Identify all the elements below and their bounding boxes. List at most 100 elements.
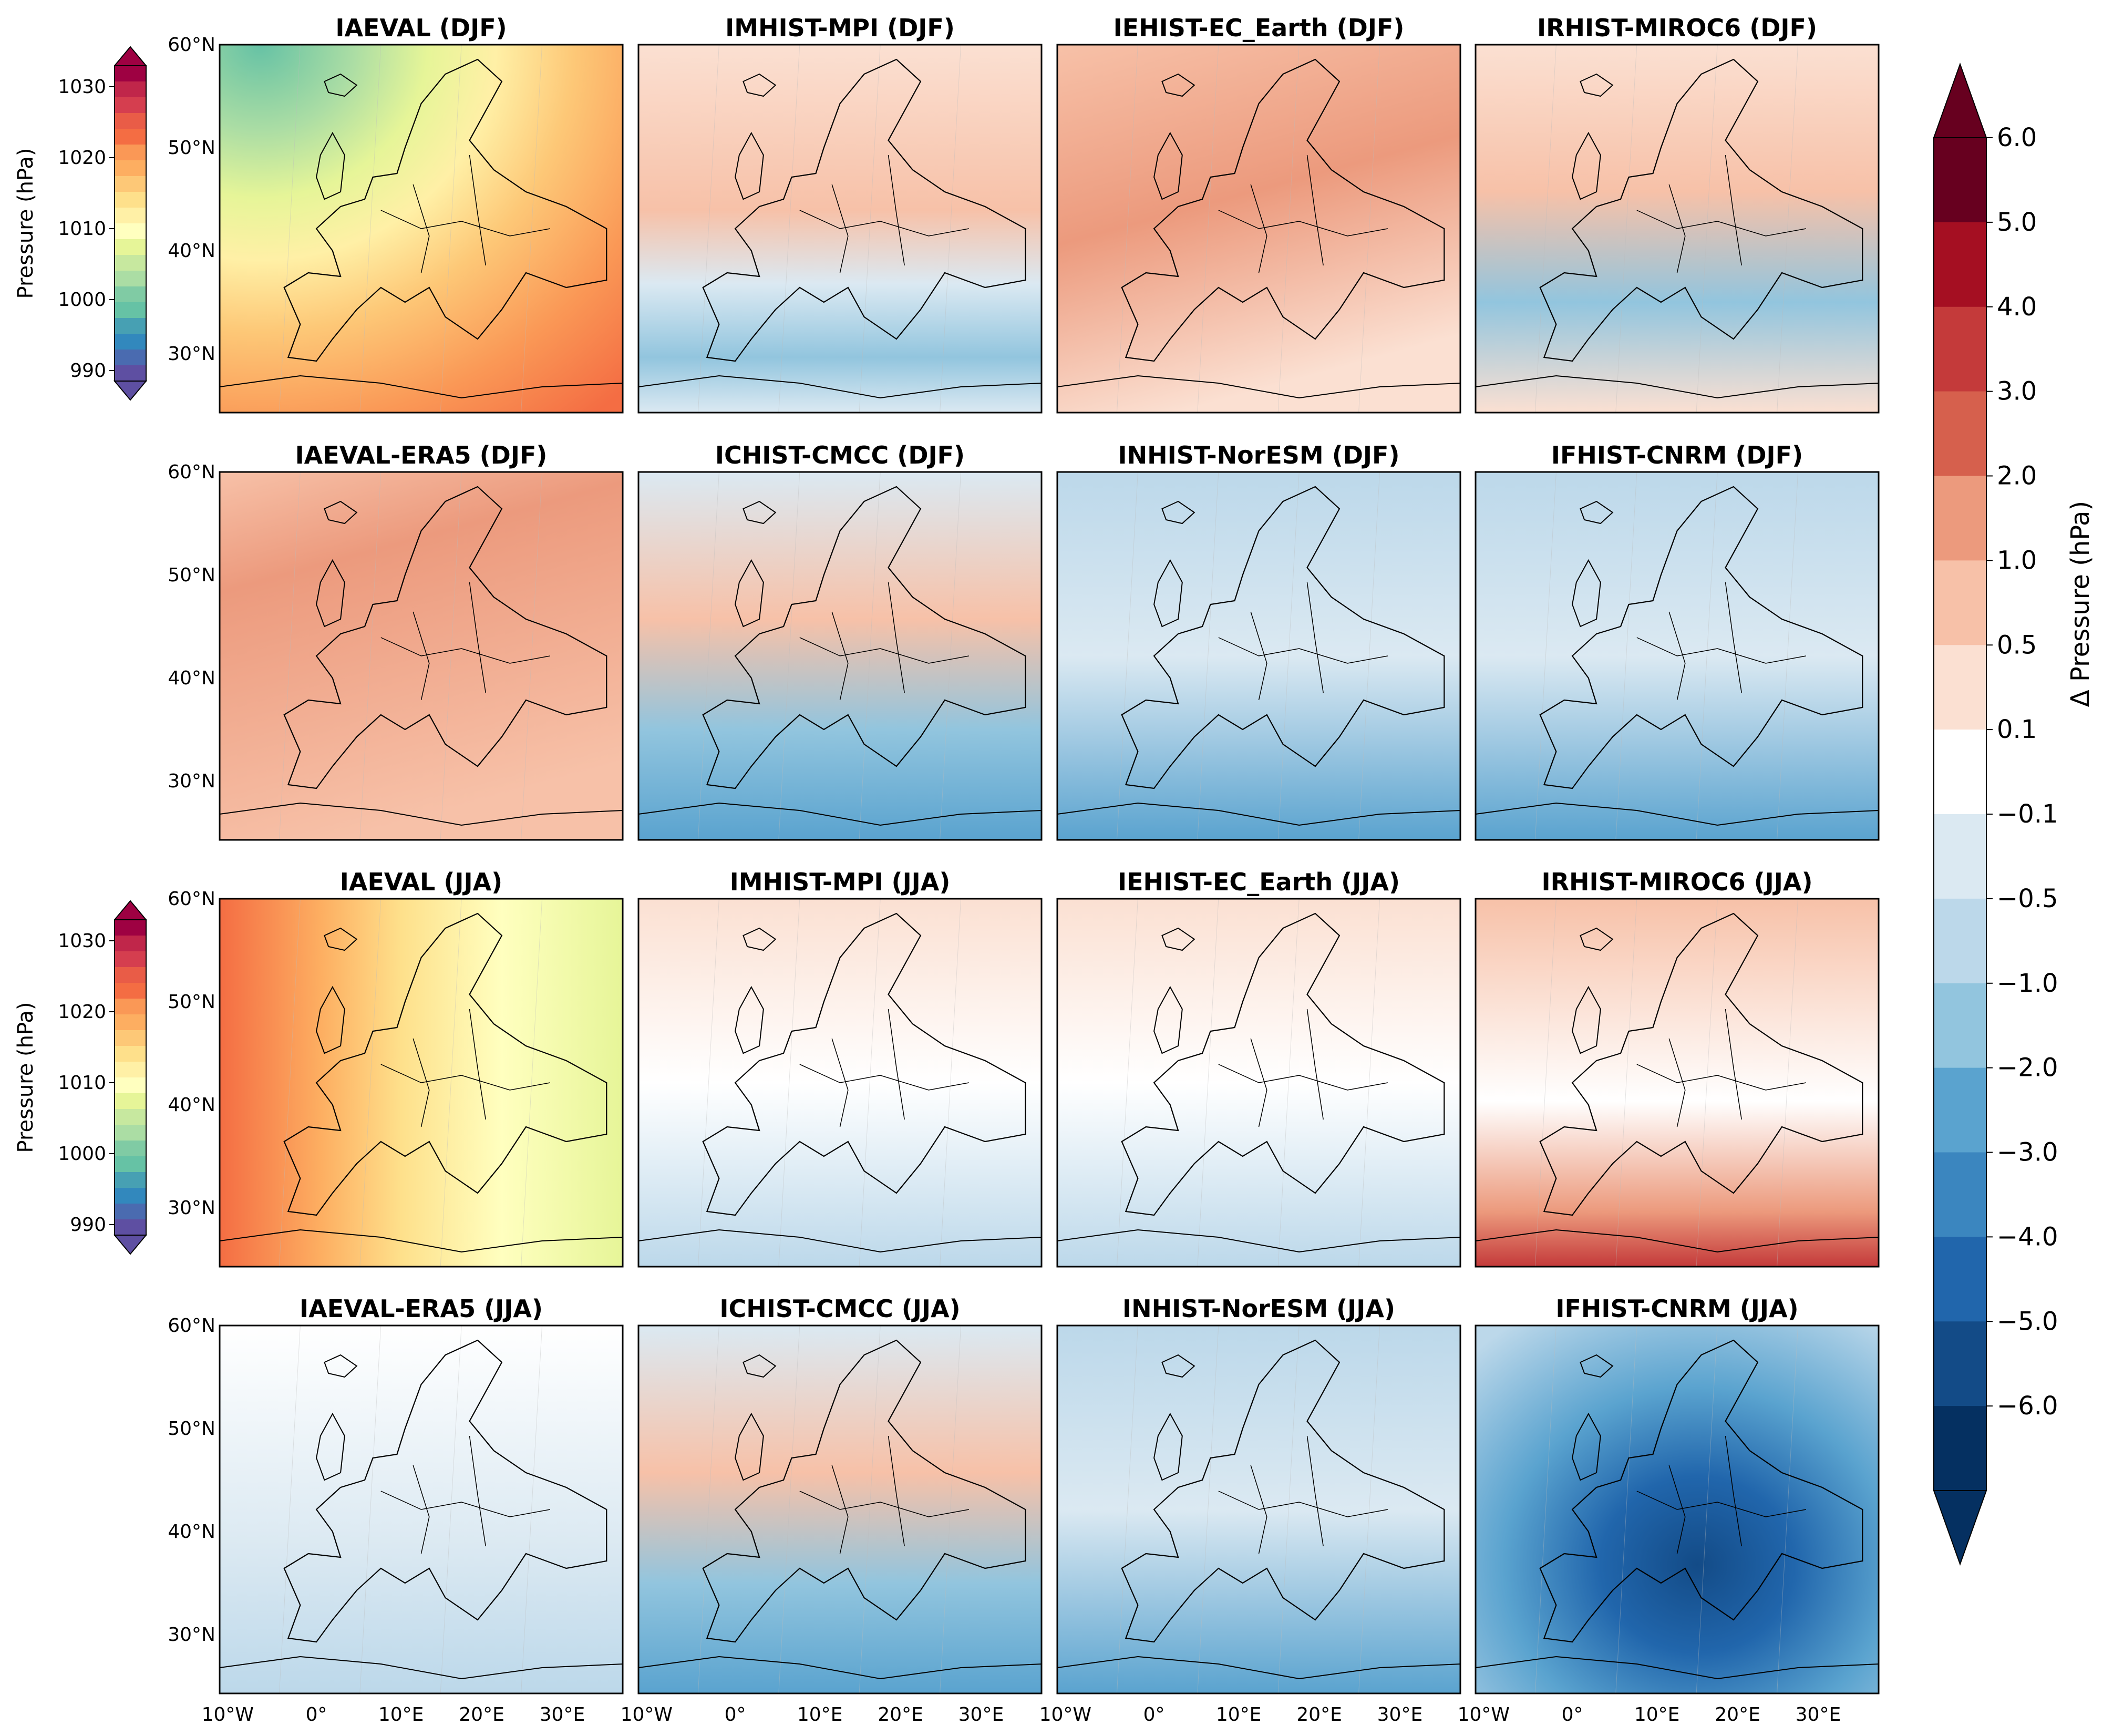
panel-frame <box>637 1324 1043 1694</box>
coastline-europe <box>1539 1339 1863 1643</box>
colorbar-segment <box>115 1156 146 1173</box>
colorbar-frame <box>114 919 147 1236</box>
colorbar-segment <box>115 255 146 271</box>
country-borders <box>1668 184 1686 273</box>
graticule-line <box>1615 1325 1637 1694</box>
coastline-britain <box>1572 1412 1601 1481</box>
lat-tick-label: 50°N <box>168 991 215 1013</box>
graticule-line <box>359 44 382 413</box>
colorbar-extend-bottom <box>113 1235 148 1255</box>
colorbar-segment <box>115 66 146 82</box>
graticule-line <box>1277 44 1300 413</box>
coastline-britain <box>1153 1412 1183 1481</box>
panel-title: IMHIST-MPI (DJF) <box>725 14 955 42</box>
colorbar-segment <box>1934 476 1986 561</box>
panel-title: INHIST-NorESM (JJA) <box>1122 1295 1395 1323</box>
country-borders <box>888 582 905 693</box>
graticule-line <box>778 898 800 1267</box>
graticule-line <box>440 471 462 840</box>
panel-title: ICHIST-CMCC (JJA) <box>719 1295 960 1323</box>
colorbar-segment <box>115 145 146 161</box>
graticule-line <box>697 44 719 413</box>
graticule-line <box>1277 898 1300 1267</box>
panel-title: IAEVAL (JJA) <box>340 868 502 896</box>
coastline-europe <box>1539 486 1863 789</box>
colorbar-segment <box>115 192 146 208</box>
coastline-iceland <box>1161 1354 1195 1378</box>
map-panel: IAEVAL (JJA) 60°N 50°N 40°N 30°N <box>168 868 624 1268</box>
panel-frame <box>1475 44 1880 414</box>
graticule-line <box>778 471 800 840</box>
coastline-britain <box>1572 131 1601 200</box>
lon-tick-label: 10°E <box>378 1704 424 1725</box>
country-borders <box>831 1465 849 1554</box>
country-borders <box>888 1009 905 1120</box>
colorbar-segment <box>115 113 146 129</box>
panel-frame <box>637 44 1043 414</box>
panel-frame <box>1475 471 1880 841</box>
colorbar-segment <box>115 999 146 1015</box>
country-borders <box>1725 1435 1742 1547</box>
lat-tick-label: 60°N <box>168 461 215 483</box>
coastline-iceland <box>1580 500 1614 525</box>
colorbar-segment <box>115 97 146 114</box>
country-borders <box>1218 1064 1388 1091</box>
graticule-line <box>1197 898 1219 1267</box>
colorbar-segment <box>1934 391 1986 476</box>
coastline-iceland <box>743 927 777 951</box>
colorbar-segment <box>1934 1237 1986 1322</box>
panel-title: INHIST-NorESM (DJF) <box>1118 441 1400 469</box>
coastline-iceland <box>1161 73 1195 97</box>
country-borders <box>413 1465 430 1554</box>
colorbar-extend-top <box>113 900 148 920</box>
map-panel: IEHIST-EC_Earth (JJA) <box>1056 868 1461 1268</box>
colorbar-segment <box>115 1141 146 1157</box>
country-borders <box>888 1435 905 1547</box>
colorbar-tick-label: 3.0 <box>1997 377 2037 406</box>
map-panel: INHIST-NorESM (JJA) 10°W 0° 10°E 20°E 30°E <box>1039 1295 1461 1725</box>
lon-tick-label: 0° <box>1562 1704 1583 1725</box>
graticule-line <box>1277 1325 1300 1694</box>
colorbar-segment <box>115 1093 146 1110</box>
colorbar-tick-label: 2.0 <box>1997 461 2037 491</box>
colorbar-segment <box>115 1077 146 1094</box>
country-borders <box>1636 210 1807 237</box>
colorbar-tick-label: 0.5 <box>1997 630 2037 660</box>
lat-tick-label: 60°N <box>168 888 215 910</box>
colorbar-segment <box>115 967 146 983</box>
colorbar-segment <box>115 286 146 303</box>
colorbar-extend-top <box>113 46 148 66</box>
colorbar-segment <box>1934 1067 1986 1153</box>
panel-frame <box>1056 898 1461 1268</box>
coastline-britain <box>735 985 764 1054</box>
graticule-line <box>440 898 462 1267</box>
graticule-line <box>1197 1325 1219 1694</box>
lon-tick-label: 30°E <box>958 1704 1004 1725</box>
colorbar-extend-bottom <box>113 381 148 401</box>
colorbar-segment <box>115 1219 146 1236</box>
graticule-line <box>279 1325 301 1694</box>
panel-frame <box>1056 1324 1461 1694</box>
panel-frame <box>1056 44 1461 414</box>
panel-frame <box>637 471 1043 841</box>
coastline-britain <box>735 559 764 628</box>
graticule-line <box>1696 471 1718 840</box>
map-panel: IAEVAL (DJF) 60°N 50°N 40°N 30°N <box>168 14 624 414</box>
graticule-line <box>359 1325 382 1694</box>
country-borders <box>1668 611 1686 701</box>
lon-tick-label: 10°W <box>621 1704 673 1725</box>
coastline-britain <box>316 1412 345 1481</box>
colorbar-tick-label: −6.0 <box>1997 1391 2058 1421</box>
colorbar-segment <box>1934 1321 1986 1406</box>
colorbar-segment <box>1934 1406 1986 1491</box>
colorbar-segment <box>115 334 146 350</box>
colorbar-segment <box>115 920 146 936</box>
graticule-line <box>521 898 543 1267</box>
country-borders <box>831 1038 849 1127</box>
lon-tick-label: 0° <box>725 1704 746 1725</box>
lat-tick-label: 40°N <box>168 667 215 689</box>
country-borders <box>1636 1064 1807 1091</box>
graticule-line <box>1116 471 1138 840</box>
graticule-line <box>1358 471 1380 840</box>
graticule-line <box>1615 44 1637 413</box>
